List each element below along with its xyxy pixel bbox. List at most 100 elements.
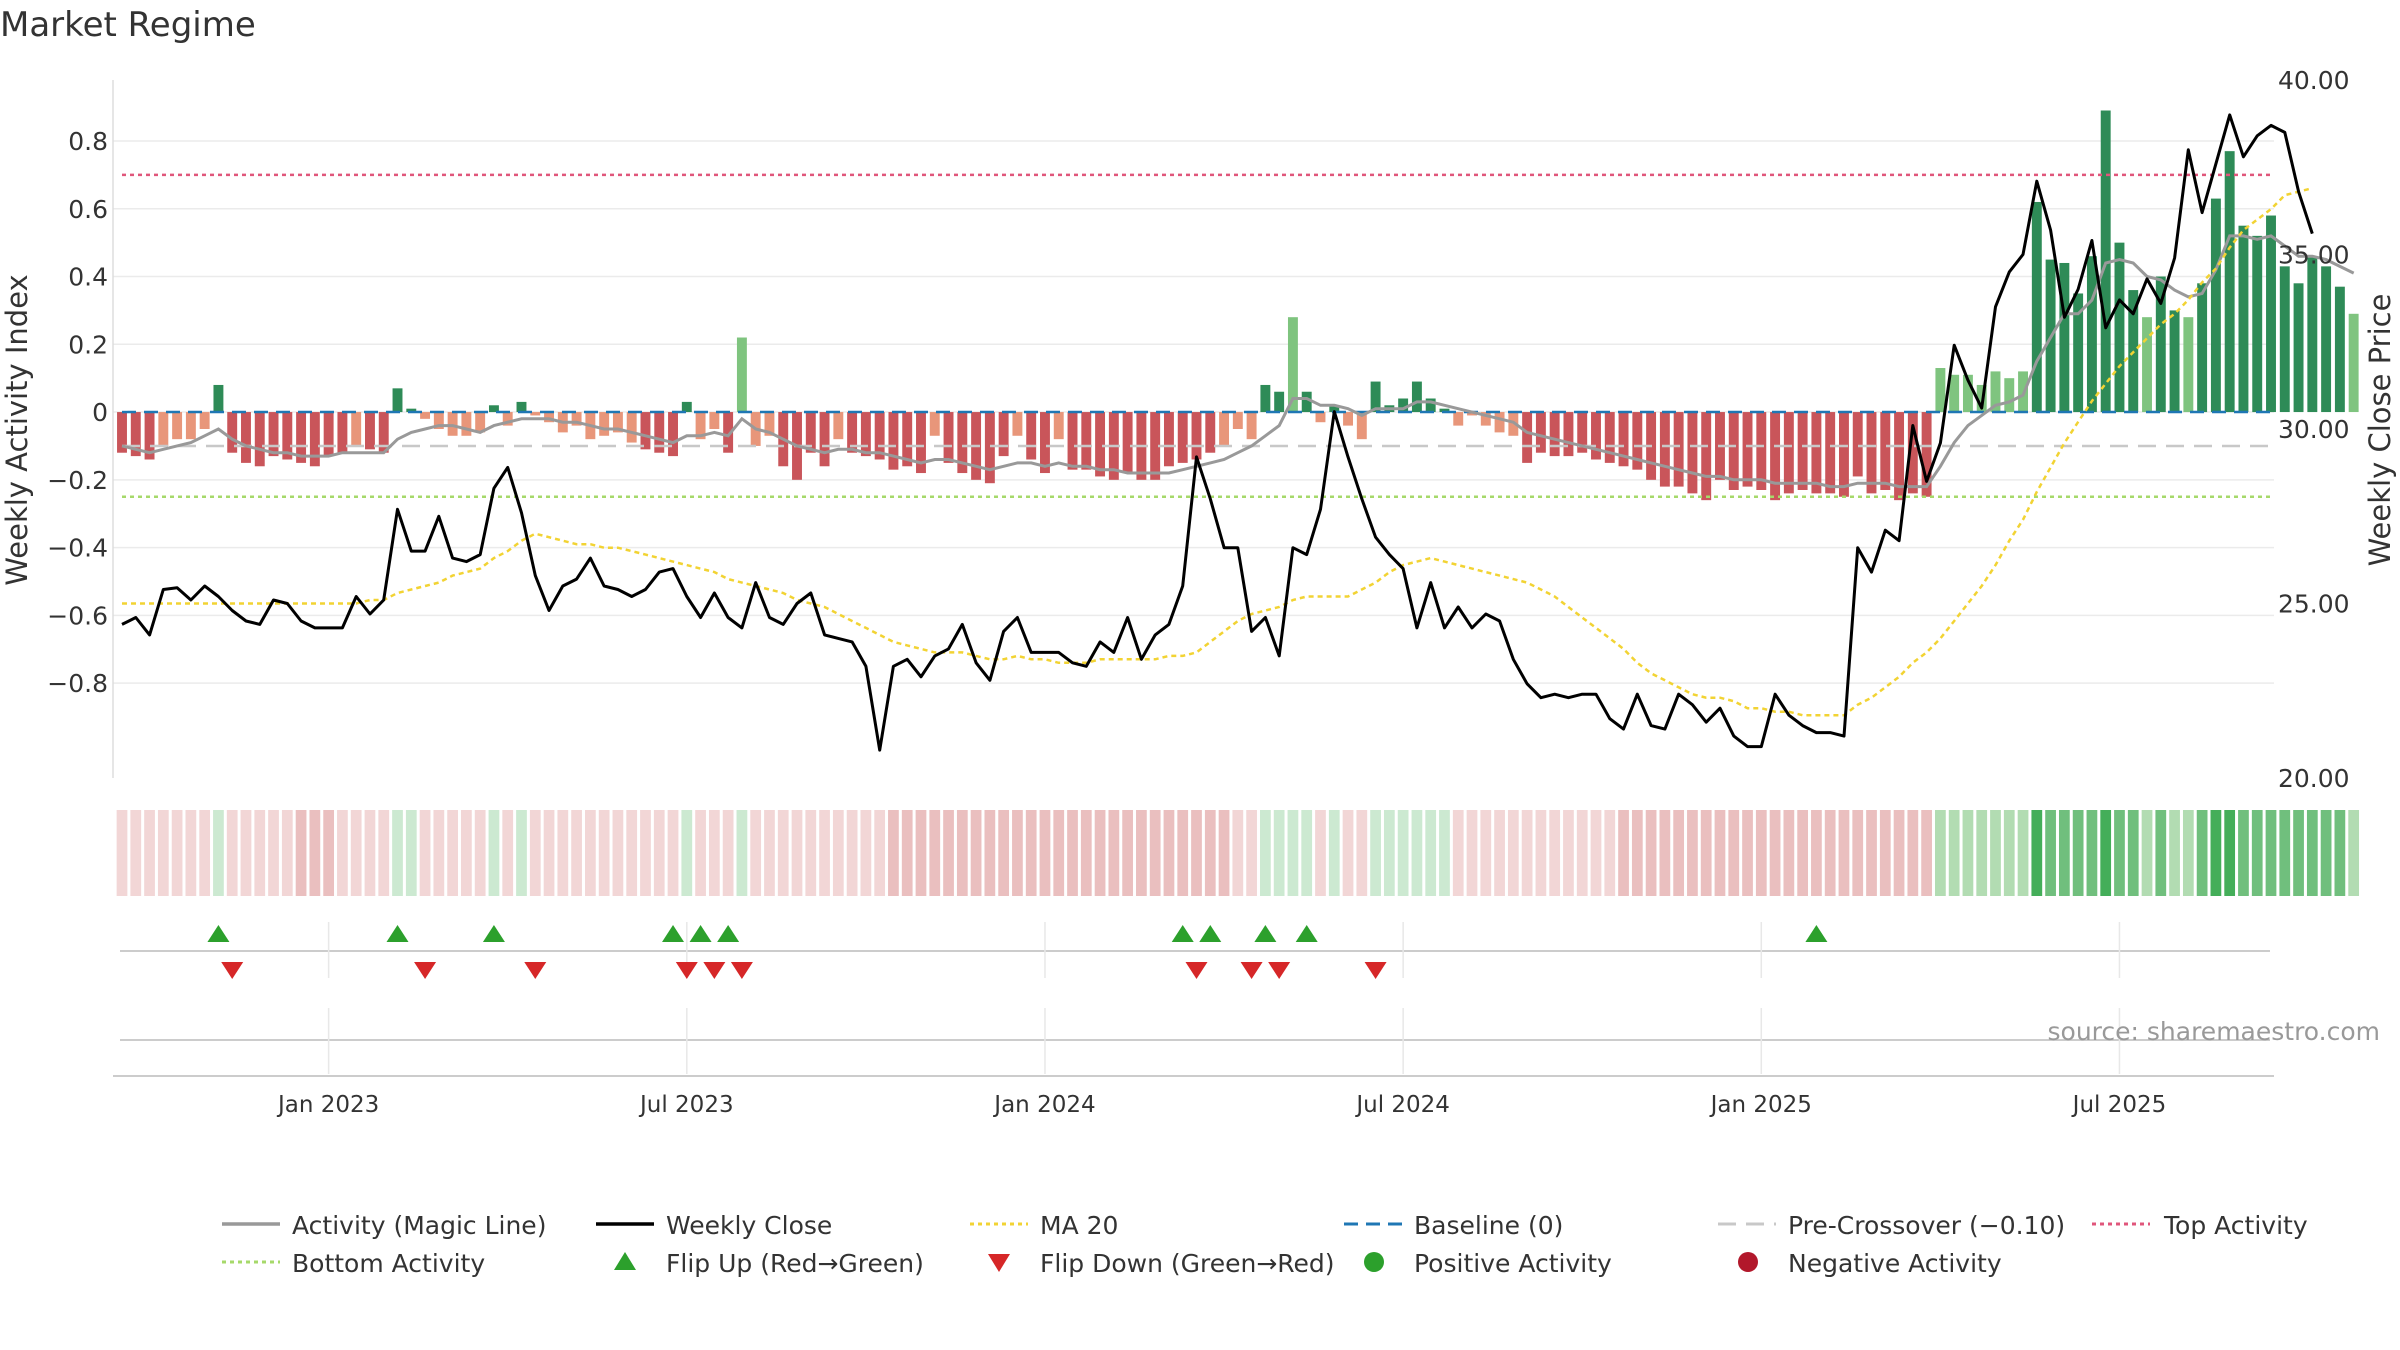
regime-strip-cell [888, 810, 899, 896]
regime-strip-cell [1894, 810, 1905, 896]
regime-strip-cell [2142, 810, 2153, 896]
activity-bar [1054, 412, 1064, 439]
flip-down-marker [524, 962, 546, 979]
regime-strip-cell [943, 810, 954, 896]
regime-strip-cell [1825, 810, 1836, 896]
activity-bar [337, 412, 347, 453]
regime-strip-cell [778, 810, 789, 896]
regime-strip-cell [2004, 810, 2015, 896]
regime-strip-cell [2183, 810, 2194, 896]
regime-strip-cell [1288, 810, 1299, 896]
regime-strip-cell [475, 810, 486, 896]
y-tick-right: 25.00 [2278, 590, 2350, 619]
regime-strip-cell [585, 810, 596, 896]
regime-strip-cell [489, 810, 500, 896]
regime-strip-cell [1673, 810, 1684, 896]
regime-strip-cell [1701, 810, 1712, 896]
regime-strip-cell [847, 810, 858, 896]
regime-strip-cell [1866, 810, 1877, 896]
regime-strip-cell [1356, 810, 1367, 896]
regime-strip-cell [365, 810, 376, 896]
activity-bar [255, 412, 265, 466]
regime-strip-cell [929, 810, 940, 896]
regime-strip-cell [1053, 810, 1064, 896]
y-tick-right: 20.00 [2278, 764, 2350, 793]
regime-strip-cell [1921, 810, 1932, 896]
activity-bar [1302, 392, 1312, 412]
y-tick-left: 0.4 [68, 263, 108, 292]
legend-label-weekly-close: Weekly Close [666, 1211, 832, 1240]
flip-down-marker [731, 962, 753, 979]
activity-bar [2211, 199, 2221, 412]
activity-bar [737, 338, 747, 413]
activity-bar [1178, 412, 1188, 463]
regime-strip-cell [805, 810, 816, 896]
regime-strip-cell [2266, 810, 2277, 896]
activity-bar [1012, 412, 1022, 436]
regime-strip-cell [750, 810, 761, 896]
flip-down-marker [221, 962, 243, 979]
regime-strip-cell [1177, 810, 1188, 896]
legend-item-flip-down: Flip Down (Green→Red) [988, 1249, 1335, 1278]
activity-bar [365, 412, 375, 449]
activity-bar [2321, 266, 2331, 412]
ma20-line [122, 188, 2312, 715]
regime-strip-cell [1494, 810, 1505, 896]
regime-strip-cell [213, 810, 224, 896]
regime-strip-cell [268, 810, 279, 896]
regime-strip-cell [1398, 810, 1409, 896]
regime-strip-cell [1315, 810, 1326, 896]
activity-bar [1839, 412, 1849, 497]
regime-strip-cell [764, 810, 775, 896]
source-text: source: sharemaestro.com [2048, 1017, 2381, 1046]
regime-strip-cell [1329, 810, 1340, 896]
y-axis-right-ticks: 20.00 25.00 30.00 35.00 40.00 [2278, 66, 2350, 793]
activity-bar [1605, 412, 1615, 463]
regime-strip-cell [1591, 810, 1602, 896]
regime-strip-cell [1907, 810, 1918, 896]
regime-strip-cell [1425, 810, 1436, 896]
activity-bar [627, 412, 637, 442]
regime-strip-cell [544, 810, 555, 896]
regime-strip-cell [186, 810, 197, 896]
activity-bar [1123, 412, 1133, 473]
regime-strip-cell [392, 810, 403, 896]
regime-strip-cell [1508, 810, 1519, 896]
regime-strip-cell [2169, 810, 2180, 896]
flip-markers-panel [120, 922, 2270, 979]
activity-bar [1811, 412, 1821, 493]
regime-strip-cell [351, 810, 362, 896]
regime-strip-cell [1246, 810, 1257, 896]
regime-strip-cell [2211, 810, 2222, 896]
regime-strip-cell [1715, 810, 1726, 896]
y-axis-left-label: Weekly Activity Index [0, 274, 34, 585]
regime-strip-cell [2031, 810, 2042, 896]
activity-bar [1743, 412, 1753, 487]
flip-up-marker [1296, 925, 1318, 942]
activity-bar [999, 412, 1009, 456]
magic-line [122, 236, 2354, 487]
regime-strip-cell [2238, 810, 2249, 896]
regime-strip-cell [957, 810, 968, 896]
regime-strip-cell [158, 810, 169, 896]
regime-strip-cell [1150, 810, 1161, 896]
activity-bar [2197, 283, 2207, 412]
market-regime-chart: Market Regime −0.8−0.6−0.4−0.200.20.40.6… [0, 0, 2400, 1350]
activity-bar [861, 412, 871, 456]
legend: Activity (Magic Line) Weekly Close MA 20… [222, 1211, 2308, 1278]
regime-strip-cell [254, 810, 265, 896]
activity-bar [2252, 236, 2262, 412]
legend-item-pre-crossover: Pre-Crossover (−0.10) [1718, 1211, 2065, 1240]
regime-strip-cell [378, 810, 389, 896]
main-plot: −0.8 −0.6 −0.4 −0.2 0 0.2 0.4 0.6 0.8 20.00 25.00… [47, 66, 2358, 793]
activity-bar [2183, 317, 2193, 412]
regime-strip-cell [654, 810, 665, 896]
legend-label-flip-up: Flip Up (Red→Green) [666, 1249, 924, 1278]
activity-bar [2115, 243, 2125, 412]
regime-strip-cell [1439, 810, 1450, 896]
legend-item-baseline: Baseline (0) [1344, 1211, 1563, 1240]
legend-swatch-negative [1738, 1252, 1758, 1272]
flip-up-marker [1172, 925, 1194, 942]
flip-up-marker [1805, 925, 1827, 942]
activity-bar [2087, 256, 2097, 412]
